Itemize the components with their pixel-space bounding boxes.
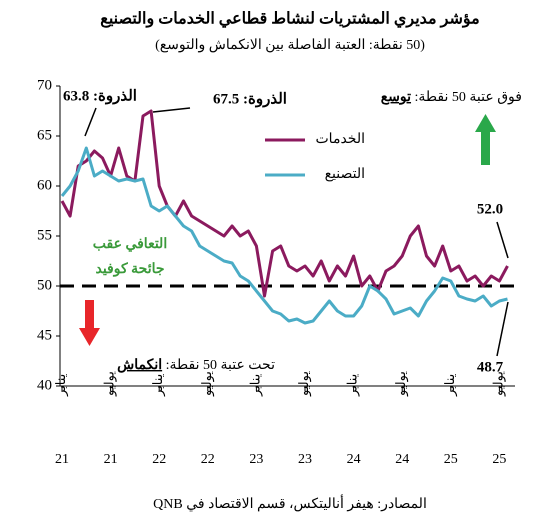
legend-label: الخدمات — [316, 132, 366, 147]
x-tick-year: 25 — [492, 452, 506, 467]
y-tick-label: 60 — [37, 177, 52, 193]
arrow — [84, 107, 97, 137]
y-tick-label: 40 — [37, 377, 52, 393]
series-line — [60, 146, 508, 325]
y-tick-label: 50 — [37, 277, 52, 293]
arrow — [496, 221, 509, 259]
y-tick-label: 45 — [37, 327, 52, 343]
below-word: انكماش — [117, 357, 162, 373]
x-tick-year: 22 — [201, 452, 215, 467]
x-tick-label: يوليو — [296, 371, 312, 397]
arrow-head — [475, 114, 496, 132]
y-tick-label: 70 — [37, 77, 52, 93]
x-tick-label: يوليو — [490, 371, 506, 397]
below-note: تحت عتبة 50 نقطة: انكماش — [117, 357, 275, 373]
x-tick-label: يناير — [53, 373, 69, 397]
legend-label: التصنيع — [325, 167, 365, 182]
peak-label: الذروة: 63.8 — [63, 88, 137, 104]
recovery-note: جائحة كوفيد — [95, 261, 164, 277]
arrow-head — [79, 328, 100, 346]
x-tick-label: يناير — [442, 373, 458, 397]
arrow — [152, 107, 191, 113]
end-label: 52.0 — [477, 201, 503, 217]
x-tick-label: يناير — [247, 373, 263, 397]
down-arrow — [79, 300, 100, 346]
x-tick-year: 23 — [298, 452, 312, 467]
above-label: فوق عتبة 50 نقطة: — [415, 90, 522, 105]
series-line — [60, 109, 509, 298]
chart-title: مؤشر مديري المشتريات لنشاط قطاعي الخدمات… — [100, 11, 479, 29]
x-tick-year: 23 — [249, 452, 263, 467]
y-tick-label: 55 — [37, 227, 52, 243]
chart-subtitle: (50 نقطة: العتبة الفاصلة بين الانكماش وا… — [155, 38, 425, 53]
x-tick-label: يناير — [150, 373, 166, 397]
arrow-body — [481, 130, 490, 165]
source: المصادر: هيفر أناليتكس، قسم الاقتصاد في … — [153, 493, 427, 512]
x-tick-year: 24 — [347, 452, 361, 467]
x-tick-year: 21 — [55, 452, 69, 467]
x-tick-label: يوليو — [102, 371, 118, 397]
x-tick-label: يوليو — [199, 371, 215, 397]
peak-label: الذروة: 67.5 — [213, 91, 287, 107]
up-arrow — [475, 114, 496, 165]
x-tick-year: 22 — [152, 452, 166, 467]
x-tick-year: 21 — [104, 452, 118, 467]
x-tick-year: 25 — [444, 452, 458, 467]
above-word: توسع — [381, 90, 411, 105]
arrow — [496, 301, 509, 357]
y-tick-label: 65 — [37, 127, 52, 143]
below-label: تحت عتبة 50 نقطة: — [166, 358, 275, 373]
above-note: فوق عتبة 50 نقطة: توسع — [381, 90, 522, 105]
arrows — [84, 107, 509, 357]
recovery-note: التعافي عقب — [93, 237, 167, 252]
x-tick-label: يوليو — [393, 371, 409, 397]
arrow-body — [85, 300, 94, 330]
x-tick-year: 24 — [395, 452, 409, 467]
x-tick-label: يناير — [345, 373, 361, 397]
end-label: 48.7 — [477, 359, 504, 375]
